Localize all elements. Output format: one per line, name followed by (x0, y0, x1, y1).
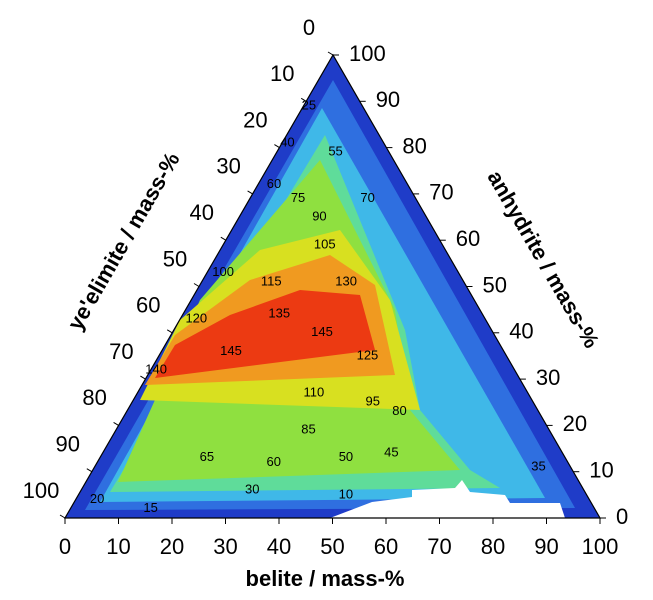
tick-mark (274, 144, 280, 149)
contour-label: 25 (302, 97, 316, 112)
right-tick-label: 70 (429, 180, 453, 205)
bottom-tick-label: 0 (59, 534, 71, 559)
contour-label: 70 (360, 190, 374, 205)
right-tick-label: 30 (536, 365, 560, 390)
contour-label: 100 (212, 264, 234, 279)
left-tick-label: 30 (216, 154, 240, 179)
right-tick-label: 40 (509, 319, 533, 344)
right-tick-label: 60 (456, 226, 480, 251)
contour-label: 95 (366, 394, 380, 409)
contour-label: 55 (328, 144, 342, 159)
contour-label: 105 (314, 236, 336, 251)
bottom-tick-label: 40 (267, 534, 291, 559)
right-tick-label: 50 (483, 272, 507, 297)
left-tick-label: 80 (82, 385, 106, 410)
tick-mark (59, 514, 66, 519)
bottom-tick-label: 90 (534, 534, 558, 559)
tick-mark (140, 375, 146, 380)
right-tick-label: 10 (589, 458, 613, 483)
empty-region (330, 480, 565, 518)
tick-mark (86, 468, 93, 473)
right-axis-title: anhydrite / mass-% (483, 166, 605, 352)
contour-label: 40 (280, 134, 294, 149)
contour-label: 115 (261, 273, 282, 288)
left-tick-label: 0 (303, 15, 315, 40)
tick-mark (300, 97, 307, 102)
contour-label: 75 (291, 190, 305, 205)
left-tick-label: 60 (136, 293, 160, 318)
contour-label: 145 (311, 324, 333, 339)
left-axis-title: ye'elimite / mass-% (62, 148, 184, 334)
left-tick-label: 50 (163, 246, 187, 271)
contour-label: 125 (357, 347, 379, 362)
left-tick-label: 90 (56, 432, 80, 457)
contour-label: 35 (531, 459, 545, 474)
right-tick-label: 90 (376, 87, 400, 112)
bottom-tick-label: 70 (427, 534, 451, 559)
left-tick-label: 40 (190, 200, 214, 225)
fill-band (155, 290, 375, 378)
left-tick-label: 100 (23, 478, 60, 503)
contour-label: 60 (266, 454, 280, 469)
contour-label: 140 (145, 361, 167, 376)
contour-field (63, 53, 602, 519)
contour-label: 135 (268, 306, 290, 321)
contour-label: 65 (200, 449, 214, 464)
contour-label: 30 (245, 482, 259, 497)
contour-label: 60 (267, 176, 281, 191)
contour-label: 45 (384, 445, 398, 460)
right-tick-label: 0 (616, 504, 628, 529)
left-tick-label: 70 (109, 339, 133, 364)
right-tick-label: 20 (563, 411, 587, 436)
contour-label: 130 (335, 273, 357, 288)
contour-label: 145 (220, 343, 242, 358)
bottom-tick-label: 60 (374, 534, 398, 559)
tick-mark (327, 51, 334, 56)
contour-label: 10 (339, 486, 353, 501)
left-tick-label: 10 (270, 61, 294, 86)
bottom-tick-label: 20 (160, 534, 184, 559)
bottom-tick-label: 100 (582, 534, 619, 559)
contour-label: 20 (90, 491, 104, 506)
bottom-axis-title: belite / mass-% (246, 566, 405, 591)
bottom-tick-label: 30 (213, 534, 237, 559)
contour-label: 90 (312, 208, 326, 223)
right-tick-label: 100 (349, 41, 386, 66)
tick-mark (113, 421, 119, 426)
tick-mark (220, 236, 227, 241)
tick-mark (247, 190, 253, 195)
tick-mark (166, 329, 173, 334)
tick-mark (193, 283, 200, 287)
bottom-tick-label: 10 (106, 534, 130, 559)
contour-label: 110 (304, 384, 325, 399)
contour-label: 50 (339, 449, 353, 464)
bottom-tick-label: 50 (320, 534, 344, 559)
contour-label: 15 (143, 500, 157, 515)
contour-label: 85 (301, 421, 315, 436)
contour-label: 80 (392, 403, 406, 418)
right-tick-label: 80 (402, 133, 426, 158)
left-tick-label: 20 (243, 107, 267, 132)
bottom-tick-label: 80 (481, 534, 505, 559)
contour-label: 120 (185, 310, 207, 325)
